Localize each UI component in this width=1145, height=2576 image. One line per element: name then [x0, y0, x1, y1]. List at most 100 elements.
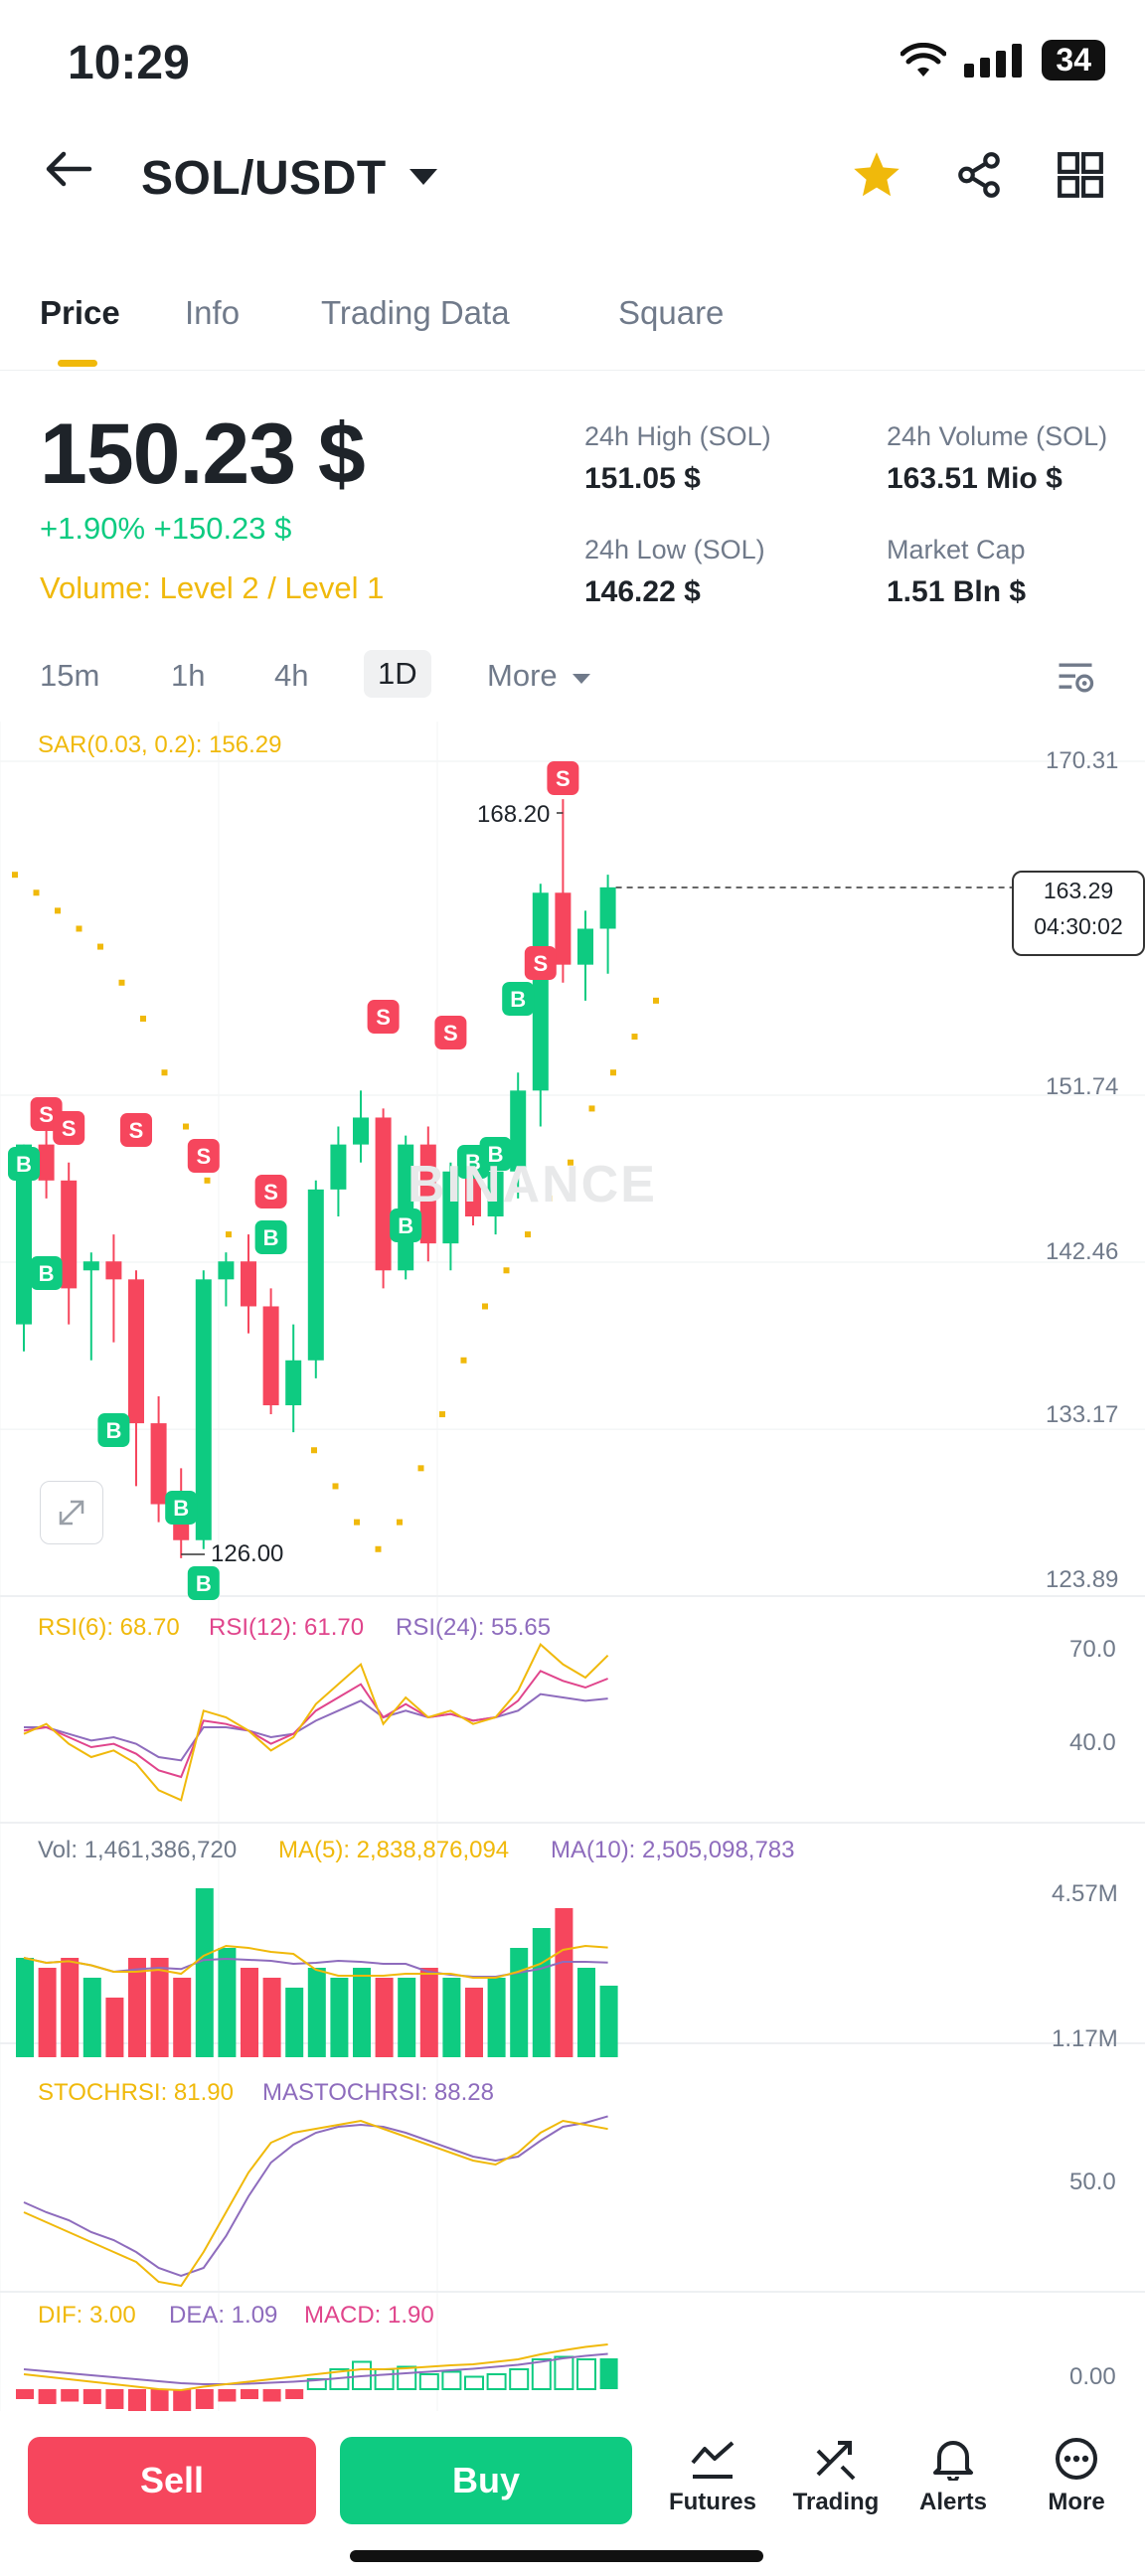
tab-square[interactable]: Square — [618, 294, 725, 331]
macd-histogram-bar — [128, 2389, 146, 2411]
volume-bar — [510, 1948, 529, 2057]
sar-label: SAR(0.03, 0.2): 156.29 — [38, 731, 282, 758]
rsi6-line — [23, 1643, 609, 1802]
dea-line — [23, 2352, 608, 2385]
sar-dot — [97, 943, 103, 950]
macd-label: MACD: 1.90 — [304, 2302, 434, 2329]
rsi-axis-label: 70.0 — [1069, 1636, 1116, 1663]
price-axis-label: 123.89 — [1046, 1566, 1119, 1593]
candle-body — [262, 1306, 279, 1406]
last-price-tag: 163.29 04:30:02 — [1012, 871, 1145, 956]
sar-dot — [118, 979, 125, 986]
status-icons: 34 — [900, 40, 1105, 80]
macd-histogram-bar — [262, 2389, 281, 2402]
tab-info[interactable]: Info — [185, 294, 241, 331]
candle-body — [241, 1261, 256, 1307]
sar-dot — [397, 1519, 403, 1526]
back-arrow-icon[interactable] — [44, 149, 93, 189]
rsi24-line — [24, 1692, 608, 1762]
interval-1h[interactable]: 1h — [171, 658, 206, 693]
expand-chart-button[interactable] — [40, 1481, 103, 1544]
macd-histogram-bar — [464, 2375, 484, 2390]
sar-dot — [439, 1411, 445, 1418]
stat-label: Market Cap — [887, 535, 1026, 564]
macd-histogram-bar — [241, 2389, 258, 2399]
sar-dot — [183, 1123, 189, 1130]
rsi-axis-label: 40.0 — [1069, 1729, 1116, 1756]
candle-body — [285, 1360, 302, 1406]
tab-price[interactable]: Price — [40, 294, 120, 331]
volume-bar — [195, 1888, 214, 2057]
macd-histogram-bar — [531, 2358, 552, 2390]
sar-dot — [76, 925, 82, 932]
interval-15m[interactable]: 15m — [40, 658, 100, 693]
nav-label: Alerts — [918, 2489, 988, 2515]
share-icon[interactable] — [954, 150, 1004, 200]
wifi-icon — [900, 42, 947, 77]
sar-dot — [375, 1545, 382, 1552]
dea-label: DEA: 1.09 — [169, 2302, 278, 2329]
volume-level-link[interactable]: Volume: Level 2 / Level 1 — [40, 570, 385, 605]
macd-histogram-bar — [509, 2368, 530, 2390]
stat-label: 24h Low (SOL) — [584, 535, 765, 564]
sar-dot — [588, 1105, 595, 1112]
buy-marker — [8, 1147, 40, 1181]
interval-1d[interactable]: 1D — [364, 650, 431, 698]
nav-label: Trading — [792, 2489, 880, 2515]
sell-marker-label: S — [62, 1116, 77, 1141]
interval-more[interactable]: More — [487, 658, 591, 694]
volume-bar — [599, 1986, 618, 2057]
volume-bar — [442, 1978, 461, 2057]
nav-futures[interactable]: Futures — [658, 2437, 767, 2516]
chevron-down-icon[interactable] — [408, 167, 439, 187]
volume-bar — [82, 1978, 101, 2057]
last-price-tag-value: 163.29 — [1043, 878, 1114, 903]
macd-histogram-bar — [16, 2389, 34, 2399]
volume-bar — [105, 1998, 124, 2057]
candle-body — [510, 1090, 527, 1172]
buy-marker-label: B — [196, 1571, 212, 1596]
futures-icon — [691, 2441, 735, 2479]
pair-title[interactable]: SOL/USDT — [141, 152, 387, 205]
interval-4h[interactable]: 4h — [274, 658, 309, 693]
sell-marker — [53, 1111, 85, 1145]
sell-marker-label: S — [196, 1144, 211, 1169]
buy-button[interactable]: Buy — [340, 2437, 632, 2524]
nav-more[interactable]: More — [1022, 2437, 1131, 2516]
macd-histogram-bar — [486, 2373, 507, 2390]
trading-icon — [816, 2441, 856, 2481]
sar-dot — [503, 1267, 510, 1274]
interval-selector: 15m 1h 4h 1D More — [0, 644, 1145, 714]
sar-dot — [525, 1231, 531, 1238]
chart-settings-icon[interactable] — [1054, 656, 1097, 700]
candle-body — [442, 1171, 459, 1244]
sar-dot — [610, 1069, 616, 1076]
home-indicator — [350, 2550, 763, 2562]
candle-body — [307, 1189, 324, 1361]
macd-histogram-bar — [441, 2370, 462, 2390]
tab-bar: Price Info Trading Data Square — [0, 278, 1145, 371]
sar-dot — [417, 1465, 424, 1472]
stochrsi-axis-label: 50.0 — [1069, 2169, 1116, 2195]
candle-body — [353, 1117, 369, 1145]
macd-histogram-bar — [397, 2365, 417, 2390]
buy-marker-label: B — [39, 1261, 55, 1286]
binance-watermark: BINANCE — [408, 1156, 657, 1213]
status-time: 10:29 — [68, 37, 190, 89]
grid-layout-icon[interactable] — [1056, 150, 1105, 200]
tab-trading-data[interactable]: Trading Data — [321, 294, 510, 331]
sar-dot — [140, 1015, 146, 1022]
volume-bar — [532, 1928, 551, 2057]
sar-dot — [546, 1195, 553, 1202]
nav-trading[interactable]: Trading — [781, 2437, 891, 2516]
volume-bar — [285, 1988, 304, 2057]
stat-24h-low: 24h Low (SOL) 146.22 $ — [584, 535, 765, 609]
star-icon[interactable] — [851, 149, 902, 201]
stochrsi-label: STOCHRSI: 81.90 — [38, 2079, 234, 2106]
sar-dot — [204, 1177, 211, 1184]
sar-dot — [12, 872, 18, 879]
sell-button[interactable]: Sell — [28, 2437, 316, 2524]
buy-marker — [30, 1256, 63, 1290]
nav-alerts[interactable]: Alerts — [899, 2437, 1008, 2516]
